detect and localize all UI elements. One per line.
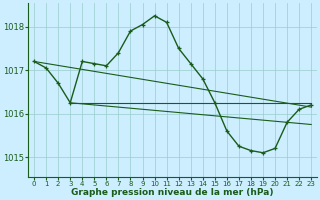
X-axis label: Graphe pression niveau de la mer (hPa): Graphe pression niveau de la mer (hPa) bbox=[71, 188, 274, 197]
